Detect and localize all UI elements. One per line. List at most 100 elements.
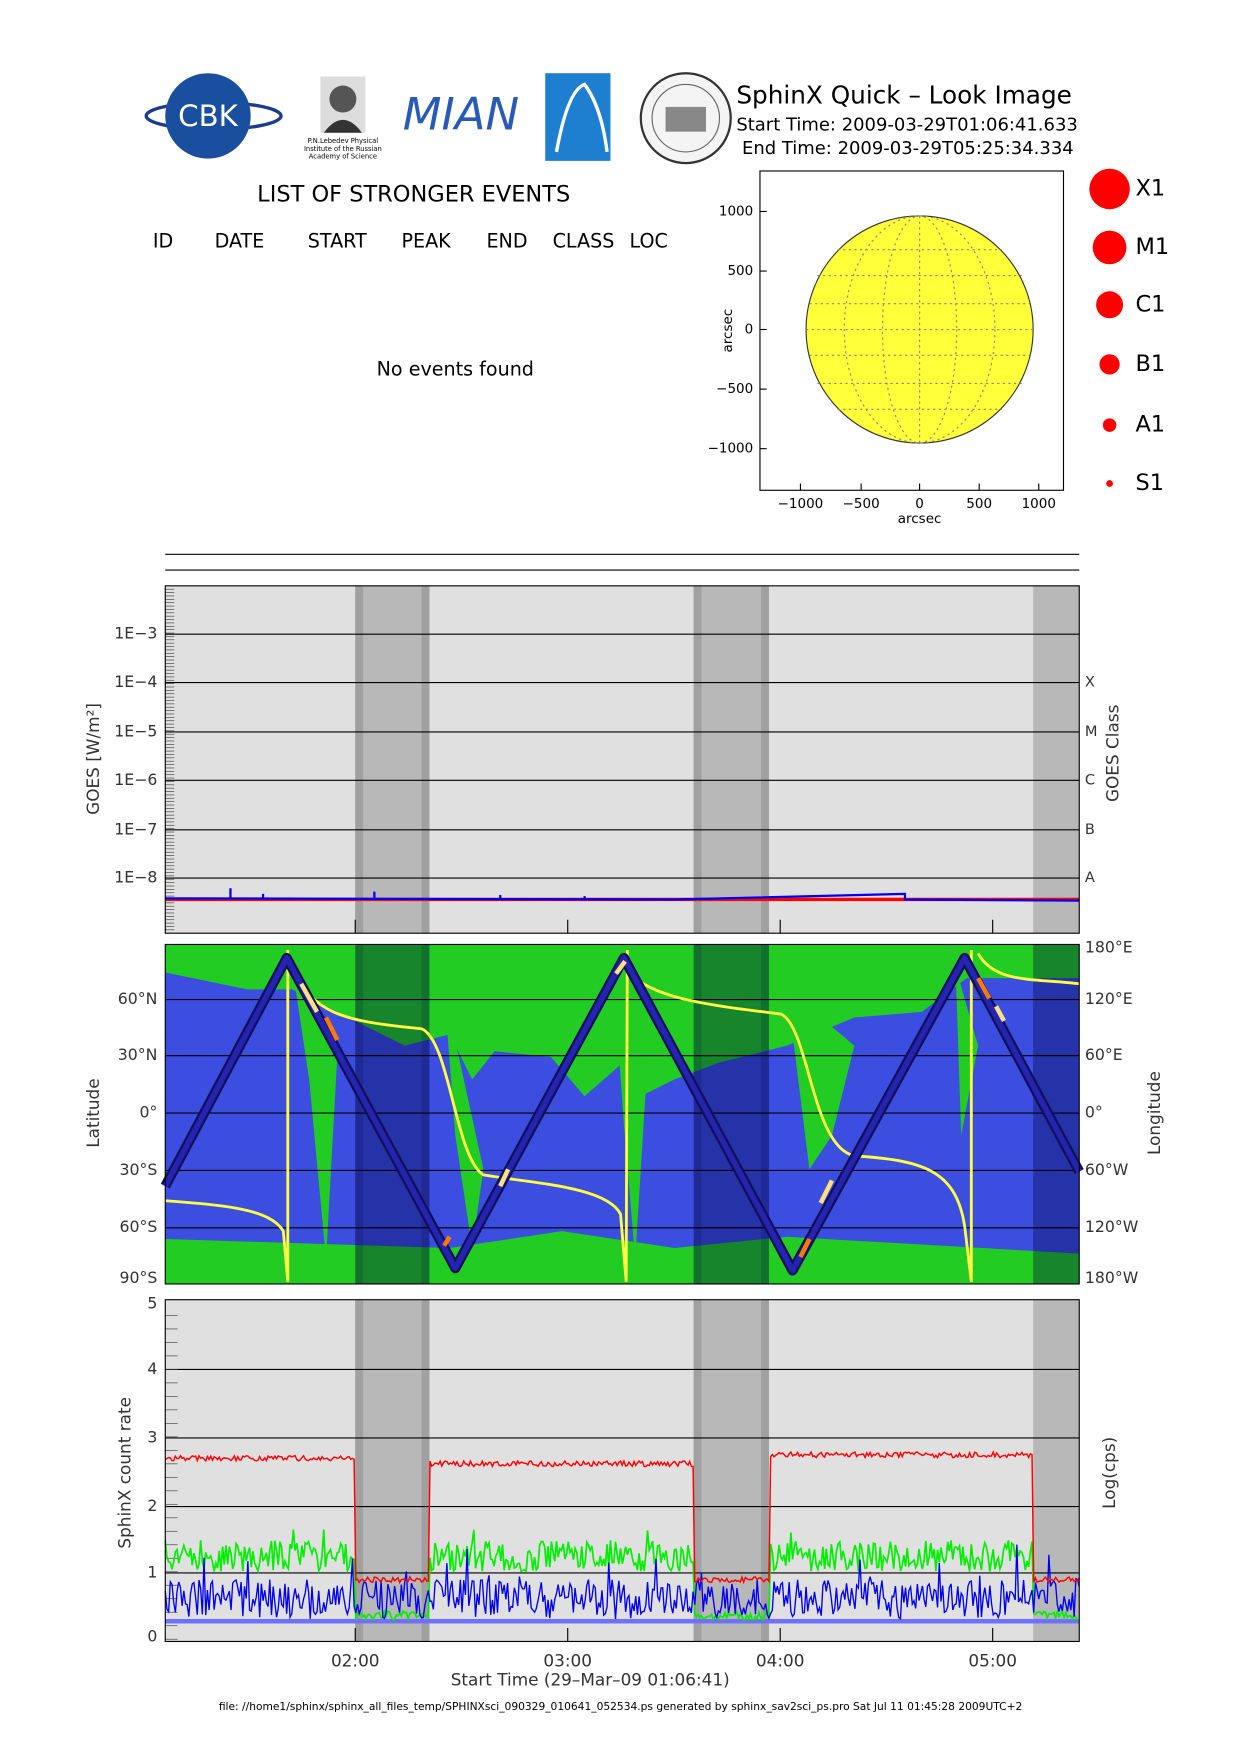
label: 60°W xyxy=(1085,1160,1129,1179)
label: B1 xyxy=(1135,351,1165,377)
label: X1 xyxy=(1135,175,1165,201)
track-highlight xyxy=(614,959,627,976)
label: 0 xyxy=(915,496,924,512)
count-bg xyxy=(165,1618,1080,1624)
label: C1 xyxy=(1135,291,1165,317)
sun-grid xyxy=(806,215,1034,444)
track-highlight xyxy=(818,1179,834,1205)
label: 5 xyxy=(147,1294,157,1313)
label: 30°N xyxy=(118,1045,158,1064)
label: A xyxy=(1085,869,1095,886)
band-edge xyxy=(355,585,364,934)
footer: file: //home1/sphinx/sphinx_all_files_te… xyxy=(219,1700,1022,1713)
label: PEAK xyxy=(401,229,451,252)
eclipse-band xyxy=(1033,944,1080,1284)
label: −500 xyxy=(843,496,880,512)
label: 1000 xyxy=(719,203,753,219)
label: 60°S xyxy=(120,1217,158,1236)
svg-text:Institute of the Russian: Institute of the Russian xyxy=(304,145,382,153)
label: −1000 xyxy=(778,496,824,512)
band-edge xyxy=(761,585,769,934)
label: ID xyxy=(153,229,173,252)
orbit-track-inner xyxy=(162,955,1082,1274)
legend-dot xyxy=(1106,480,1113,487)
label: 4 xyxy=(147,1359,157,1378)
legend-dot xyxy=(1099,354,1120,375)
end-time: End Time: 2009-03-29T05:25:34.334 xyxy=(742,138,1074,159)
label: 0 xyxy=(147,1626,157,1645)
band-edge xyxy=(693,585,702,934)
eclipse-band xyxy=(1033,585,1080,934)
y-label: SphinX count rate xyxy=(114,1397,134,1549)
frame xyxy=(164,585,1080,934)
label: B xyxy=(1085,821,1095,838)
saa-region xyxy=(955,966,979,1136)
label: 1E−8 xyxy=(114,868,157,887)
label: START xyxy=(308,229,367,252)
label: 0° xyxy=(140,1103,158,1122)
label: CLASS xyxy=(553,229,615,252)
label: 30°S xyxy=(120,1160,158,1179)
label: C xyxy=(1085,771,1095,788)
blue-curve xyxy=(164,1544,1080,1621)
label: 04:00 xyxy=(756,1651,805,1671)
label: 180°E xyxy=(1085,937,1133,956)
start-time: Start Time: 2009-03-29T01:06:41.633 xyxy=(736,115,1077,136)
legend-dot xyxy=(1089,168,1130,210)
label: −1000 xyxy=(708,441,754,457)
svg-text:MIAN: MIAN xyxy=(403,87,519,140)
label: X xyxy=(1085,674,1095,691)
label: M1 xyxy=(1135,234,1169,260)
band-edge xyxy=(693,944,702,1284)
goes-blue xyxy=(165,892,1080,902)
y-label: Latitude xyxy=(83,1078,103,1147)
track-highlight xyxy=(798,1237,812,1258)
y2-label: GOES Class xyxy=(1103,705,1123,802)
y2-label: Longitude xyxy=(1144,1071,1164,1155)
label: 1E−3 xyxy=(114,624,157,643)
events-title: LIST OF STRONGER EVENTS xyxy=(257,181,570,207)
band-edge xyxy=(761,1299,769,1642)
label: 0 xyxy=(745,322,754,338)
label: 120°W xyxy=(1085,1217,1139,1236)
label: 0° xyxy=(1085,1103,1103,1122)
yellow-curve xyxy=(165,950,1080,1282)
label: 1 xyxy=(147,1562,157,1581)
count-panel xyxy=(164,1299,1080,1643)
label: 120°E xyxy=(1085,989,1133,1008)
label: 60°N xyxy=(118,989,158,1008)
label: 1E−7 xyxy=(114,819,157,838)
legend-dot xyxy=(1102,418,1117,432)
label: 60°E xyxy=(1085,1045,1123,1064)
track-highlight xyxy=(299,982,319,1014)
band-edge xyxy=(355,1299,364,1642)
label: 03:00 xyxy=(543,1651,592,1671)
label: 3 xyxy=(147,1427,157,1446)
label: M xyxy=(1085,723,1098,740)
track-highlight xyxy=(442,1235,452,1247)
label: 180°W xyxy=(1085,1268,1139,1287)
eclipse-band xyxy=(355,585,430,934)
band-edge xyxy=(421,944,430,1284)
label: S1 xyxy=(1135,470,1164,496)
band-edge xyxy=(421,1299,430,1642)
label: 90°S xyxy=(120,1268,158,1287)
track-highlight xyxy=(976,977,992,1000)
band-edge xyxy=(421,585,430,934)
svg-text:CBK: CBK xyxy=(178,99,238,133)
sun-xlabel: arcsec xyxy=(898,511,942,527)
band-edge xyxy=(355,944,364,1284)
title: SphinX Quick – Look Image xyxy=(736,81,1072,110)
label: 1E−5 xyxy=(114,721,157,740)
label: 2 xyxy=(147,1496,157,1515)
label: 05:00 xyxy=(968,1651,1017,1671)
label: 500 xyxy=(966,496,992,512)
y2-label: Log(cps) xyxy=(1099,1437,1119,1509)
frame xyxy=(164,943,1080,1285)
label: 02:00 xyxy=(331,1651,380,1671)
sun-frame xyxy=(759,170,1065,491)
sun-ylabel: arcsec xyxy=(720,309,736,353)
track-highlight xyxy=(498,1168,511,1188)
frame xyxy=(164,1299,1080,1643)
